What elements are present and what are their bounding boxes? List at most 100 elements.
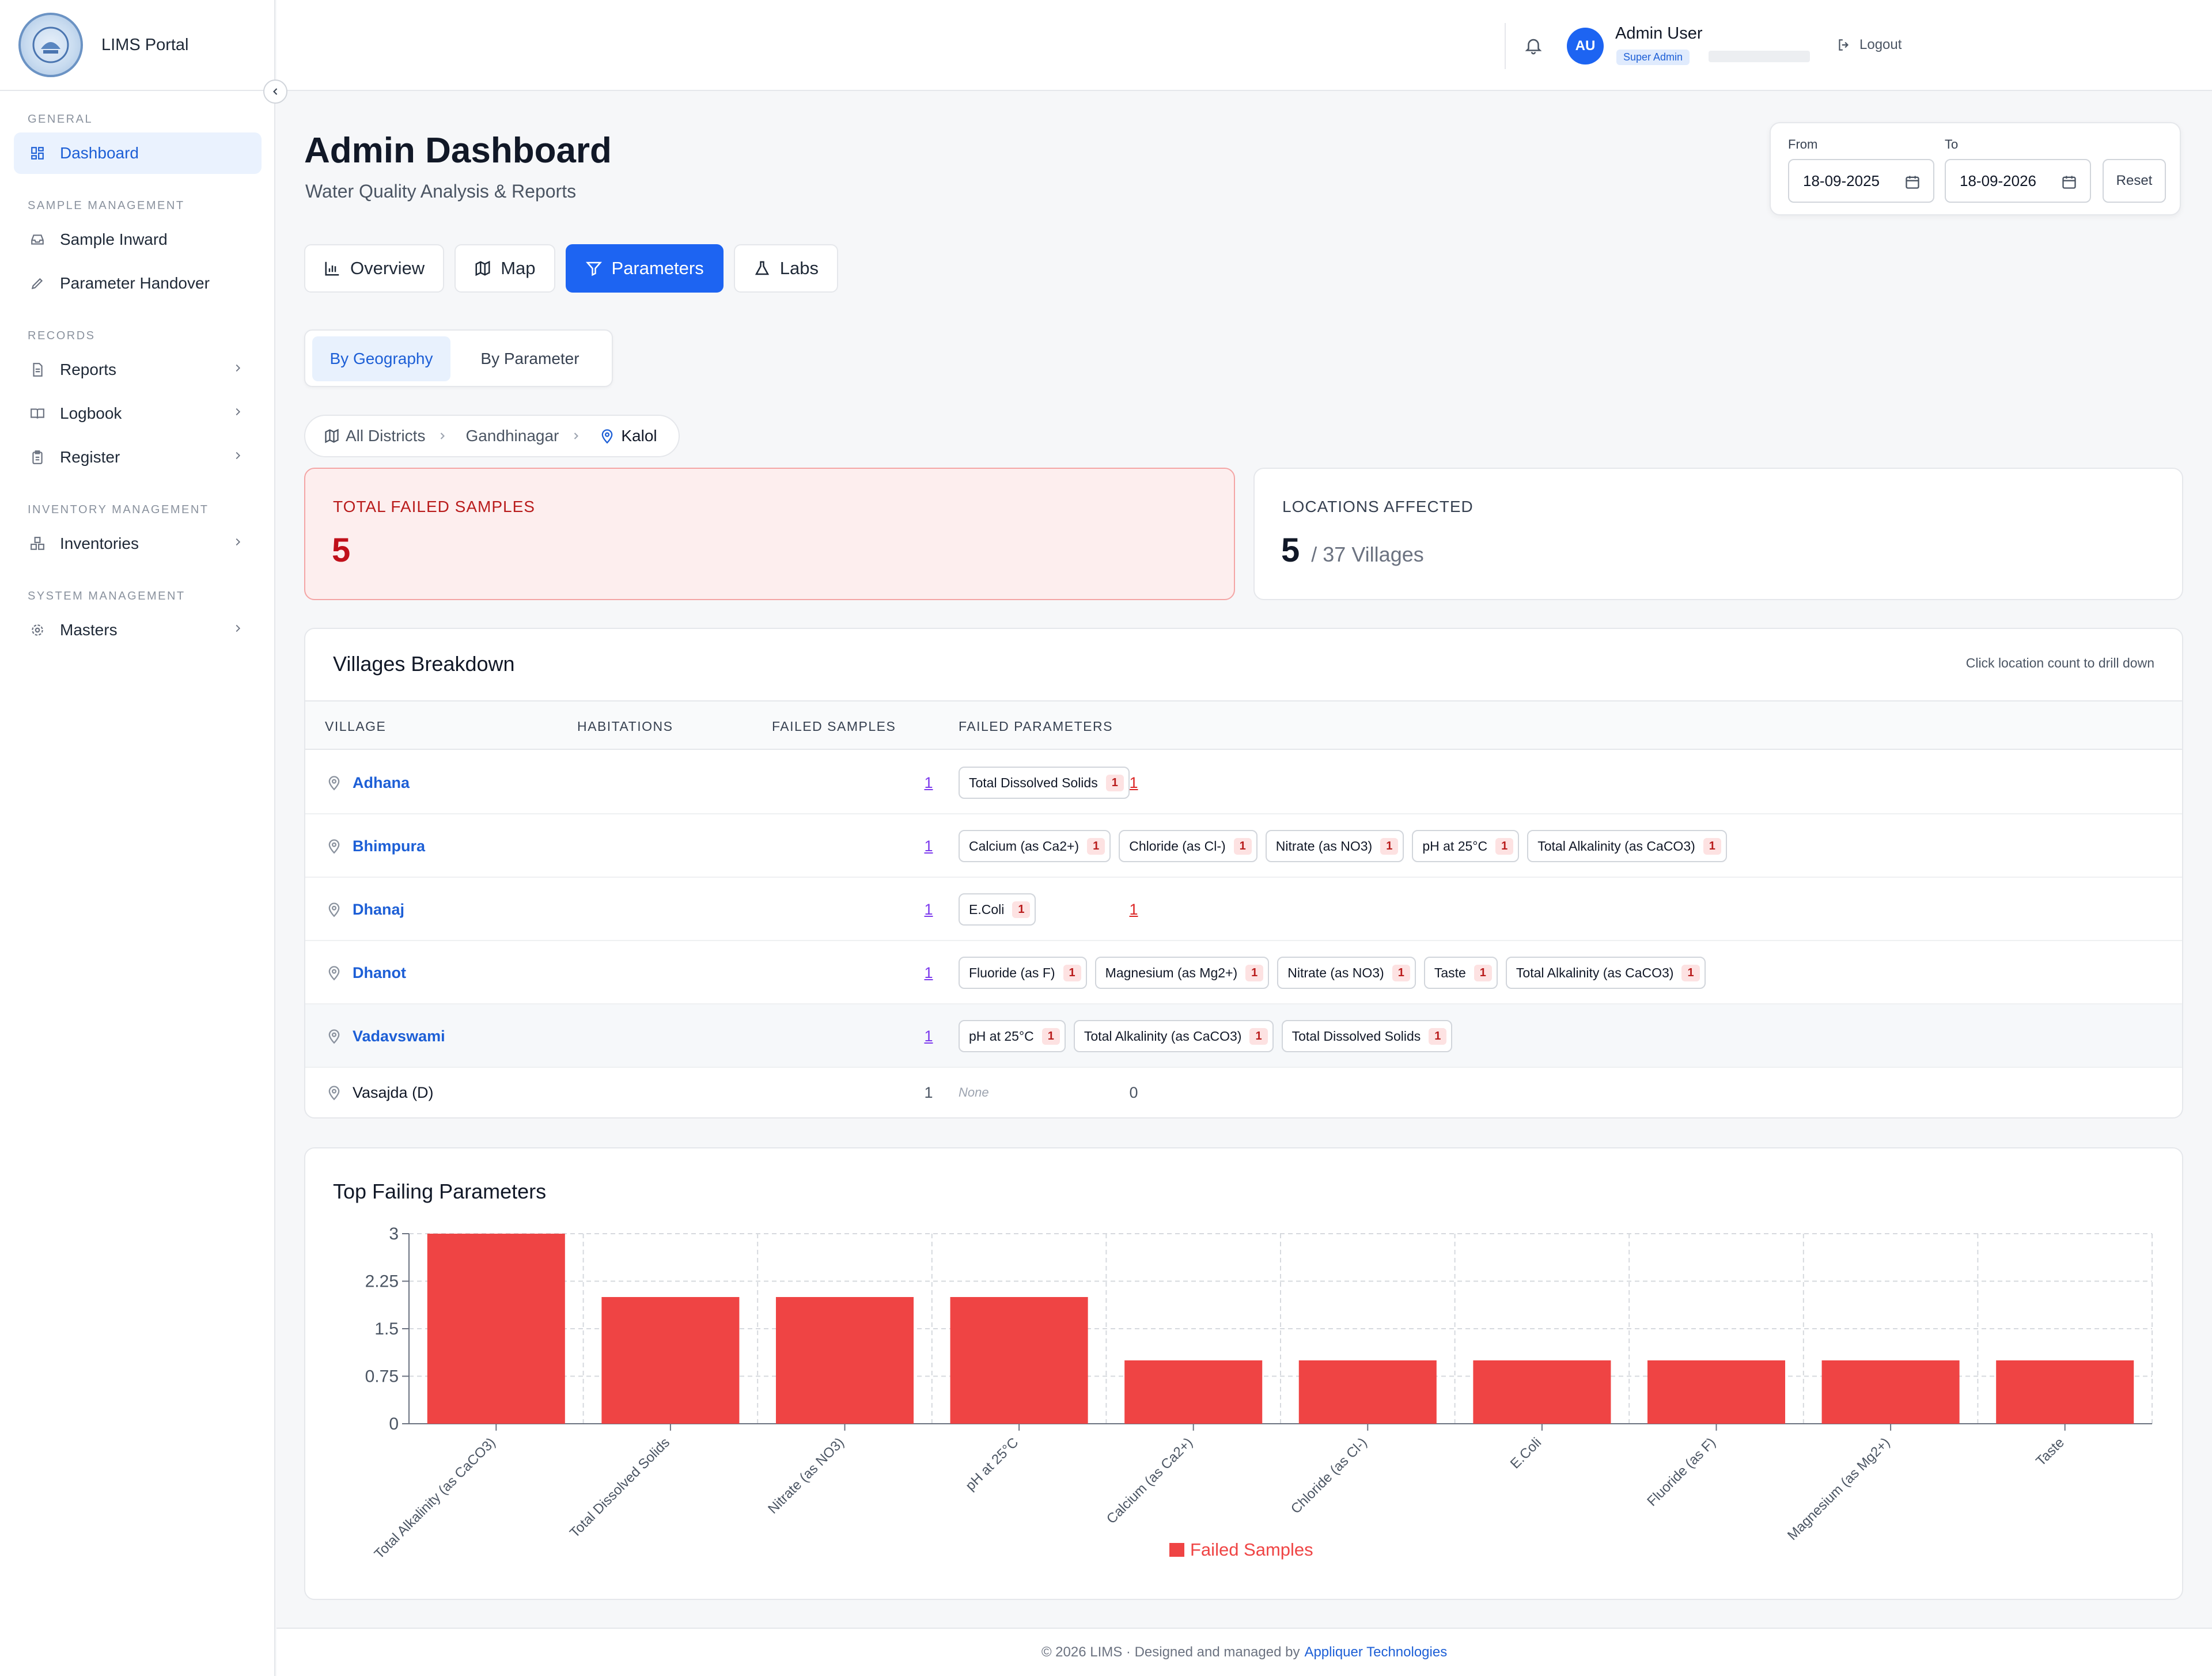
parameter-chip: pH at 25°C 1 <box>1412 830 1520 862</box>
failed-parameters: E.Coli 1 <box>959 878 1044 941</box>
chevron-right-icon <box>232 449 244 462</box>
tab-map[interactable]: Map <box>454 244 555 293</box>
tab-overview[interactable]: Overview <box>304 244 445 293</box>
tab-labs[interactable]: Labs <box>733 244 838 293</box>
parameter-name: Magnesium (as Mg2+) <box>1105 965 1238 980</box>
habitations-count[interactable]: 1 <box>924 900 933 918</box>
parameter-chip: Total Alkalinity (as CaCO3) 1 <box>1073 1020 1274 1052</box>
sidebar-item-sample-inward[interactable]: Sample Inward <box>14 219 262 260</box>
section-sample-management: SAMPLE MANAGEMENT <box>28 199 185 212</box>
sidebar-item-logbook[interactable]: Logbook <box>14 393 262 434</box>
avatar[interactable]: AU <box>1567 28 1604 65</box>
date-range-filter: From 18-09-2025 To 18-09-2026 Reset <box>1770 122 2181 215</box>
parameter-name: Fluoride (as F) <box>969 965 1055 980</box>
reset-button[interactable]: Reset <box>2103 159 2166 203</box>
breadcrumb-district[interactable]: Gandhinagar <box>465 427 559 445</box>
parameter-name: Total Alkalinity (as CaCO3) <box>1084 1028 1242 1044</box>
calendar-icon[interactable] <box>1904 174 1921 190</box>
failed-parameters: Total Dissolved Solids 1 <box>959 751 1138 814</box>
logout-button[interactable]: Logout <box>1836 37 1902 53</box>
x-tick-label: pH at 25°C <box>963 1435 1021 1493</box>
file-icon <box>29 361 46 378</box>
village-link[interactable]: Bhimpura <box>326 814 425 878</box>
parameter-name: Nitrate (as NO3) <box>1287 965 1384 980</box>
user-name: Admin User <box>1615 24 1703 43</box>
gear-icon <box>29 621 46 639</box>
sidebar-item-label: Register <box>60 448 120 466</box>
collapse-sidebar-button[interactable] <box>263 79 287 104</box>
map-icon <box>325 429 339 443</box>
locations-affected-card: LOCATIONS AFFECTED 5 / 37 Villages <box>1253 468 2183 600</box>
topbar-divider <box>1505 23 1506 69</box>
village-name: Vasajda (D) <box>353 1083 434 1101</box>
habitations-count[interactable]: 1 <box>924 837 933 855</box>
y-tick-label: 0 <box>389 1415 399 1434</box>
top-failing-parameters-card: Top Failing Parameters 0 0.75 1.5 2.25 3 Tota… <box>304 1147 2183 1600</box>
breadcrumb-all-districts[interactable]: All Districts <box>346 427 426 445</box>
sidebar-item-reports[interactable]: Reports <box>14 349 262 390</box>
village-name: Bhimpura <box>353 837 426 855</box>
parameter-name: E.Coli <box>969 901 1005 917</box>
village-link[interactable]: Dhanaj <box>326 878 404 941</box>
parameter-name: Calcium (as Ca2+) <box>969 838 1080 854</box>
map-pin-icon <box>328 1086 340 1101</box>
footer-text: © 2026 LIMS · Designed and managed by <box>1041 1644 1300 1660</box>
parameter-count-badge: 1 <box>1087 837 1105 855</box>
tab-parameters[interactable]: Parameters <box>565 244 724 293</box>
habitations-count[interactable]: 1 <box>924 1027 933 1045</box>
parameter-count-badge: 1 <box>1105 774 1124 791</box>
habitations-count[interactable]: 1 <box>924 773 933 791</box>
from-date-value: 18-09-2025 <box>1803 172 1880 189</box>
map-pin-icon <box>328 903 340 917</box>
parameter-count-badge: 1 <box>1012 901 1031 918</box>
map-pin-icon <box>328 776 340 791</box>
sidebar-item-label: Sample Inward <box>60 230 168 248</box>
failed-samples-count[interactable]: 1 <box>1129 773 1138 791</box>
parameter-chip: Nitrate (as NO3) 1 <box>1277 957 1416 989</box>
village-link[interactable]: Adhana <box>326 751 410 814</box>
inbox-icon <box>29 231 46 248</box>
footer-link[interactable]: Appliquer Technologies <box>1304 1644 1448 1660</box>
section-title: Villages Breakdown <box>333 652 515 676</box>
kpi-label: LOCATIONS AFFECTED <box>1282 498 1474 515</box>
village-name: Vadavswami <box>353 1027 445 1045</box>
bar <box>1821 1360 1960 1424</box>
parameter-name: Total Alkalinity (as CaCO3) <box>1537 838 1695 854</box>
bar <box>1473 1360 1611 1424</box>
tab-label: Map <box>501 258 536 278</box>
habitations-count[interactable]: 1 <box>924 964 933 981</box>
sidebar-item-register[interactable]: Register <box>14 437 262 478</box>
failed-parameters: Fluoride (as F) 1 Magnesium (as Mg2+) 1 Nitr… <box>959 941 1714 1004</box>
to-date-input[interactable]: 18-09-2026 <box>1945 159 2091 203</box>
grid-icon <box>29 145 46 162</box>
sidebar-item-dashboard[interactable]: Dashboard <box>14 132 262 174</box>
kpi-value: 5 <box>1281 532 1300 569</box>
parameter-count-badge: 1 <box>1392 964 1410 981</box>
from-date-input[interactable]: 18-09-2025 <box>1788 159 1934 203</box>
table-row: Adhana 1 1 Total Dissolved Solids 1 <box>305 751 2182 814</box>
village-link[interactable]: Dhanot <box>326 941 406 1004</box>
x-tick-label: Nitrate (as NO3) <box>765 1435 847 1517</box>
table-header: VILLAGE HABITATIONS FAILED SAMPLES FAILE… <box>305 700 2182 750</box>
to-label: To <box>1945 137 1959 151</box>
map-pin-icon <box>328 839 340 854</box>
village-link[interactable]: Vadavswami <box>326 1004 445 1068</box>
dashboard-tabs: Overview Map Parameters Labs <box>304 244 849 293</box>
bar <box>1647 1360 1786 1424</box>
failed-samples-count[interactable]: 1 <box>1129 900 1138 918</box>
org-logo-icon <box>18 13 83 77</box>
bell-icon[interactable] <box>1524 36 1543 55</box>
legend-label: Failed Samples <box>1190 1540 1313 1560</box>
sidebar-item-inventories[interactable]: Inventories <box>14 523 262 564</box>
logout-icon <box>1839 39 1849 51</box>
by-geography-button[interactable]: By Geography <box>312 336 450 381</box>
parameter-count-badge: 1 <box>1249 1027 1268 1045</box>
sidebar-item-parameter-handover[interactable]: Parameter Handover <box>14 263 262 304</box>
bar-chart: 0 0.75 1.5 2.25 3 Total Alkalinity (as CaCO3)… <box>365 1224 2153 1562</box>
brand-name: LIMS Portal <box>101 35 189 54</box>
parameter-name: Total Alkalinity (as CaCO3) <box>1516 965 1674 980</box>
footer: © 2026 LIMS · Designed and managed by Ap… <box>276 1628 2212 1676</box>
by-parameter-button[interactable]: By Parameter <box>480 350 579 367</box>
sidebar-item-masters[interactable]: Masters <box>14 609 262 651</box>
calendar-icon[interactable] <box>2061 174 2077 190</box>
